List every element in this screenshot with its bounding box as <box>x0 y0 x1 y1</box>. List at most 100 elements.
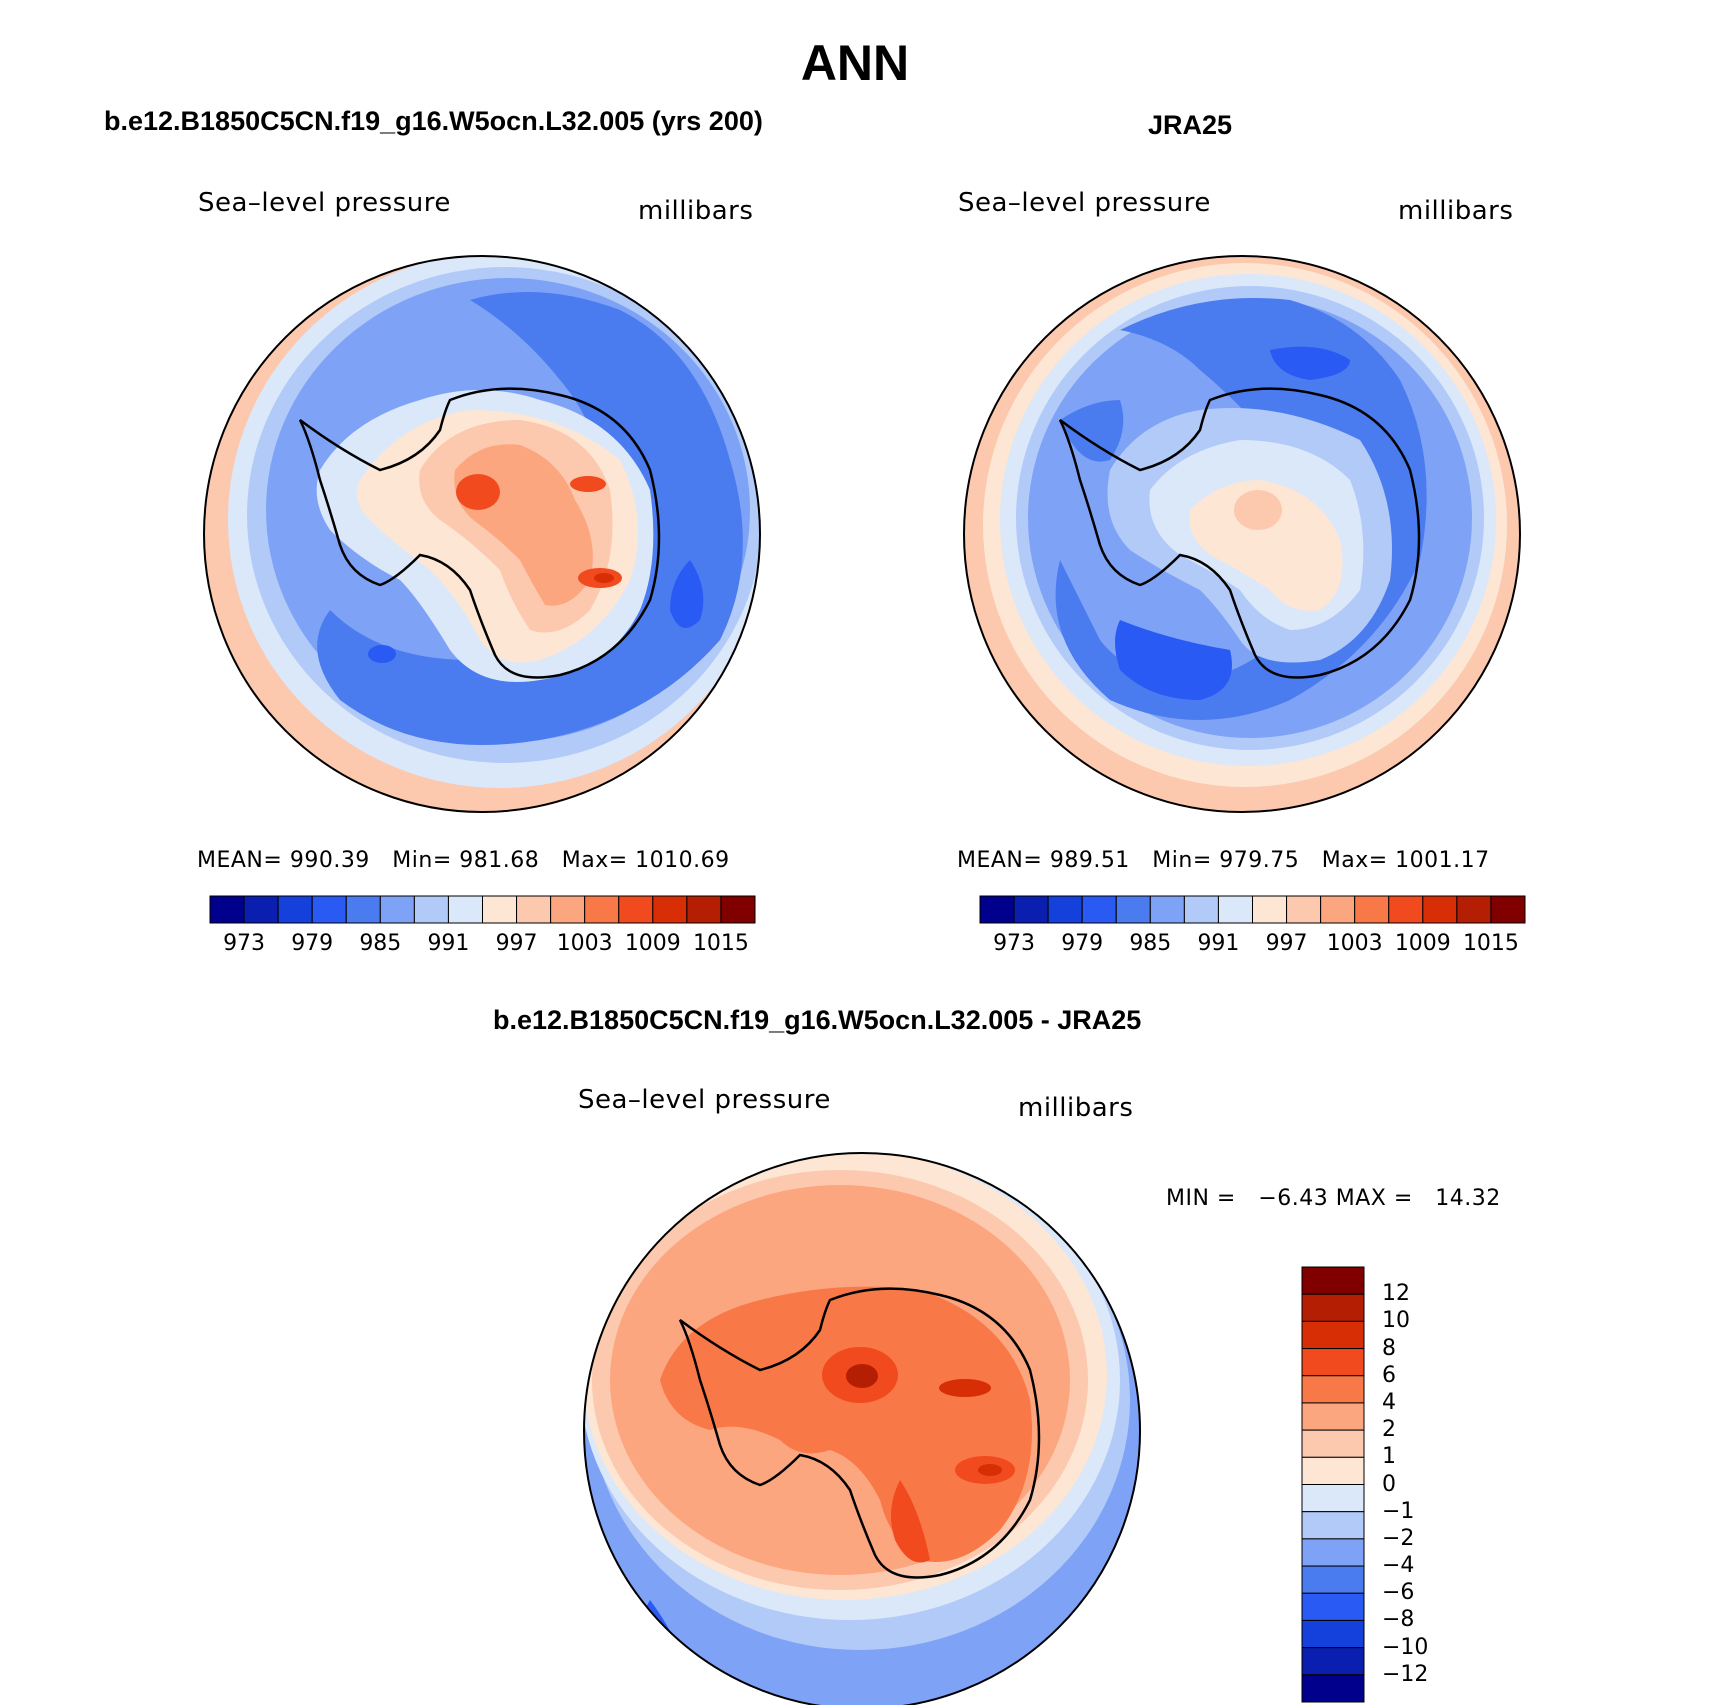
diff-colorbar-box <box>1301 1429 1365 1458</box>
obs-colorbar-tick-label: 1009 <box>1394 931 1451 956</box>
model-max-label: Max= <box>561 848 628 873</box>
model-colorbar-tick-label: 985 <box>359 931 402 956</box>
obs-min-value: 979.75 <box>1219 848 1300 873</box>
obs-colorbar-tick-label: 973 <box>993 931 1036 956</box>
obs-colorbar-box <box>1013 895 1049 924</box>
model-low-east <box>670 560 704 628</box>
diff-colorbar-box <box>1301 1511 1365 1540</box>
model-colorbar-box <box>209 895 245 924</box>
model-colorbar-box <box>516 895 552 924</box>
colorbars <box>209 895 1526 1703</box>
obs-plateau-997 <box>1189 480 1343 611</box>
obs-max-label: Max= <box>1321 848 1388 873</box>
diff-high-core-3b <box>978 1464 1002 1476</box>
obs-colorbar-tick-label: 979 <box>1061 931 1104 956</box>
model-colorbar-box <box>550 895 586 924</box>
model-colorbar-box <box>345 895 381 924</box>
model-units-label: millibars <box>638 196 754 226</box>
model-colorbar-tick-label: 997 <box>495 931 538 956</box>
obs-colorbar-box <box>1456 895 1492 924</box>
obs-colorbar-box <box>1149 895 1185 924</box>
obs-colorbar-box <box>1286 895 1322 924</box>
model-colorbar-box <box>277 895 313 924</box>
diff-colorbar-box <box>1301 1538 1365 1567</box>
model-colorbar-tick-label: 1009 <box>624 931 681 956</box>
diff-colorbar-box <box>1301 1674 1365 1703</box>
model-colorbar-box <box>652 895 688 924</box>
diff-max-value: 14.32 <box>1435 1186 1501 1211</box>
model-colorbar-box <box>482 895 518 924</box>
obs-colorbar-tick-label: 991 <box>1197 931 1240 956</box>
diff-colorbar-box <box>1301 1484 1365 1513</box>
diff-colorbar-tick-label: −12 <box>1382 1661 1429 1687</box>
model-colorbar-tick-label: 973 <box>223 931 266 956</box>
diff-map-boundary <box>583 1152 1141 1705</box>
model-mean-label: MEAN= <box>197 848 283 873</box>
model-low-core <box>368 645 396 663</box>
diff-high-tongue <box>891 1480 930 1563</box>
model-high-core-2 <box>570 476 606 492</box>
diff-high-core-2 <box>939 1379 991 1397</box>
diff-colorbar-tick-label: −10 <box>1382 1634 1429 1660</box>
diff-colorbar-box <box>1301 1619 1365 1649</box>
model-variable-label: Sea–level pressure <box>198 188 451 218</box>
diff-colorbar-tick-label: 12 <box>1382 1281 1410 1307</box>
diff-colorbar-tick-label: −4 <box>1382 1553 1415 1579</box>
diff-colorbar-box <box>1301 1647 1365 1676</box>
obs-mean-label: MEAN= <box>957 848 1043 873</box>
diff-colorbar-tick-label: −1 <box>1382 1498 1415 1524</box>
model-mean-value: 990.39 <box>289 848 370 873</box>
diff-colorbar-box <box>1301 1320 1365 1350</box>
diff-colorbar-tick-label: 1 <box>1382 1444 1396 1470</box>
model-max-value: 1010.69 <box>635 848 730 873</box>
diff-colorbar-tick-label: 8 <box>1382 1335 1396 1361</box>
diff-colorbar-tick-label: 6 <box>1382 1362 1396 1388</box>
model-colorbar-box <box>584 895 620 924</box>
obs-low-core <box>1115 620 1232 700</box>
obs-max-value: 1001.17 <box>1395 848 1490 873</box>
model-colorbar-box <box>720 895 756 924</box>
obs-colorbar-box <box>1047 895 1083 924</box>
diff-colorbar-tick-label: −2 <box>1382 1525 1415 1551</box>
obs-low-north <box>1270 346 1350 380</box>
model-high-core-1 <box>456 474 500 510</box>
figure-title: ANN <box>800 35 910 91</box>
obs-polar-map <box>963 255 1521 813</box>
model-colorbar-box <box>686 895 722 924</box>
diff-units-label: millibars <box>1018 1093 1134 1123</box>
diff-colorbar-box <box>1301 1348 1365 1377</box>
model-colorbar-tick-label: 1015 <box>692 931 749 956</box>
model-colorbar-box <box>379 895 415 924</box>
diff-colorbar-tick-label: −8 <box>1382 1607 1415 1633</box>
model-polar-map <box>203 255 761 813</box>
obs-colorbar-box <box>1422 895 1458 924</box>
diff-band-4 <box>660 1286 1032 1562</box>
obs-colorbar-box <box>979 895 1015 924</box>
obs-colorbar-box <box>1490 895 1526 924</box>
diff-polar-map <box>583 1152 1141 1705</box>
model-high-core-3b <box>594 573 614 583</box>
diff-colorbar-box <box>1301 1456 1365 1485</box>
model-colorbar-box <box>413 895 449 924</box>
obs-colorbar-box <box>1081 895 1117 924</box>
diff-colorbar-tick-label: −6 <box>1382 1580 1415 1606</box>
obs-colorbar-box <box>1217 895 1253 924</box>
model-colorbar-tick-label: 991 <box>427 931 470 956</box>
obs-colorbar-tick-label: 1015 <box>1462 931 1519 956</box>
obs-colorbar-box <box>1115 895 1151 924</box>
diff-colorbar-tick-label: 10 <box>1382 1308 1410 1334</box>
obs-colorbar-tick-label: 985 <box>1129 931 1172 956</box>
obs-colorbar-box <box>1252 895 1288 924</box>
obs-high-core <box>1234 490 1282 530</box>
obs-mean-value: 989.51 <box>1049 848 1130 873</box>
diff-colorbar-box <box>1301 1592 1365 1621</box>
diff-min-value: −6.43 <box>1258 1186 1329 1211</box>
obs-colorbar-box <box>1354 895 1390 924</box>
diff-colorbar-box <box>1301 1375 1365 1404</box>
obs-min-label: Min= <box>1152 848 1212 873</box>
diff-colorbar-tick-label: 0 <box>1382 1471 1396 1497</box>
model-colorbar-box <box>311 895 347 924</box>
diff-stats: MIN = −6.43 MAX = 14.32 <box>1166 1186 1501 1211</box>
model-min-value: 981.68 <box>459 848 540 873</box>
